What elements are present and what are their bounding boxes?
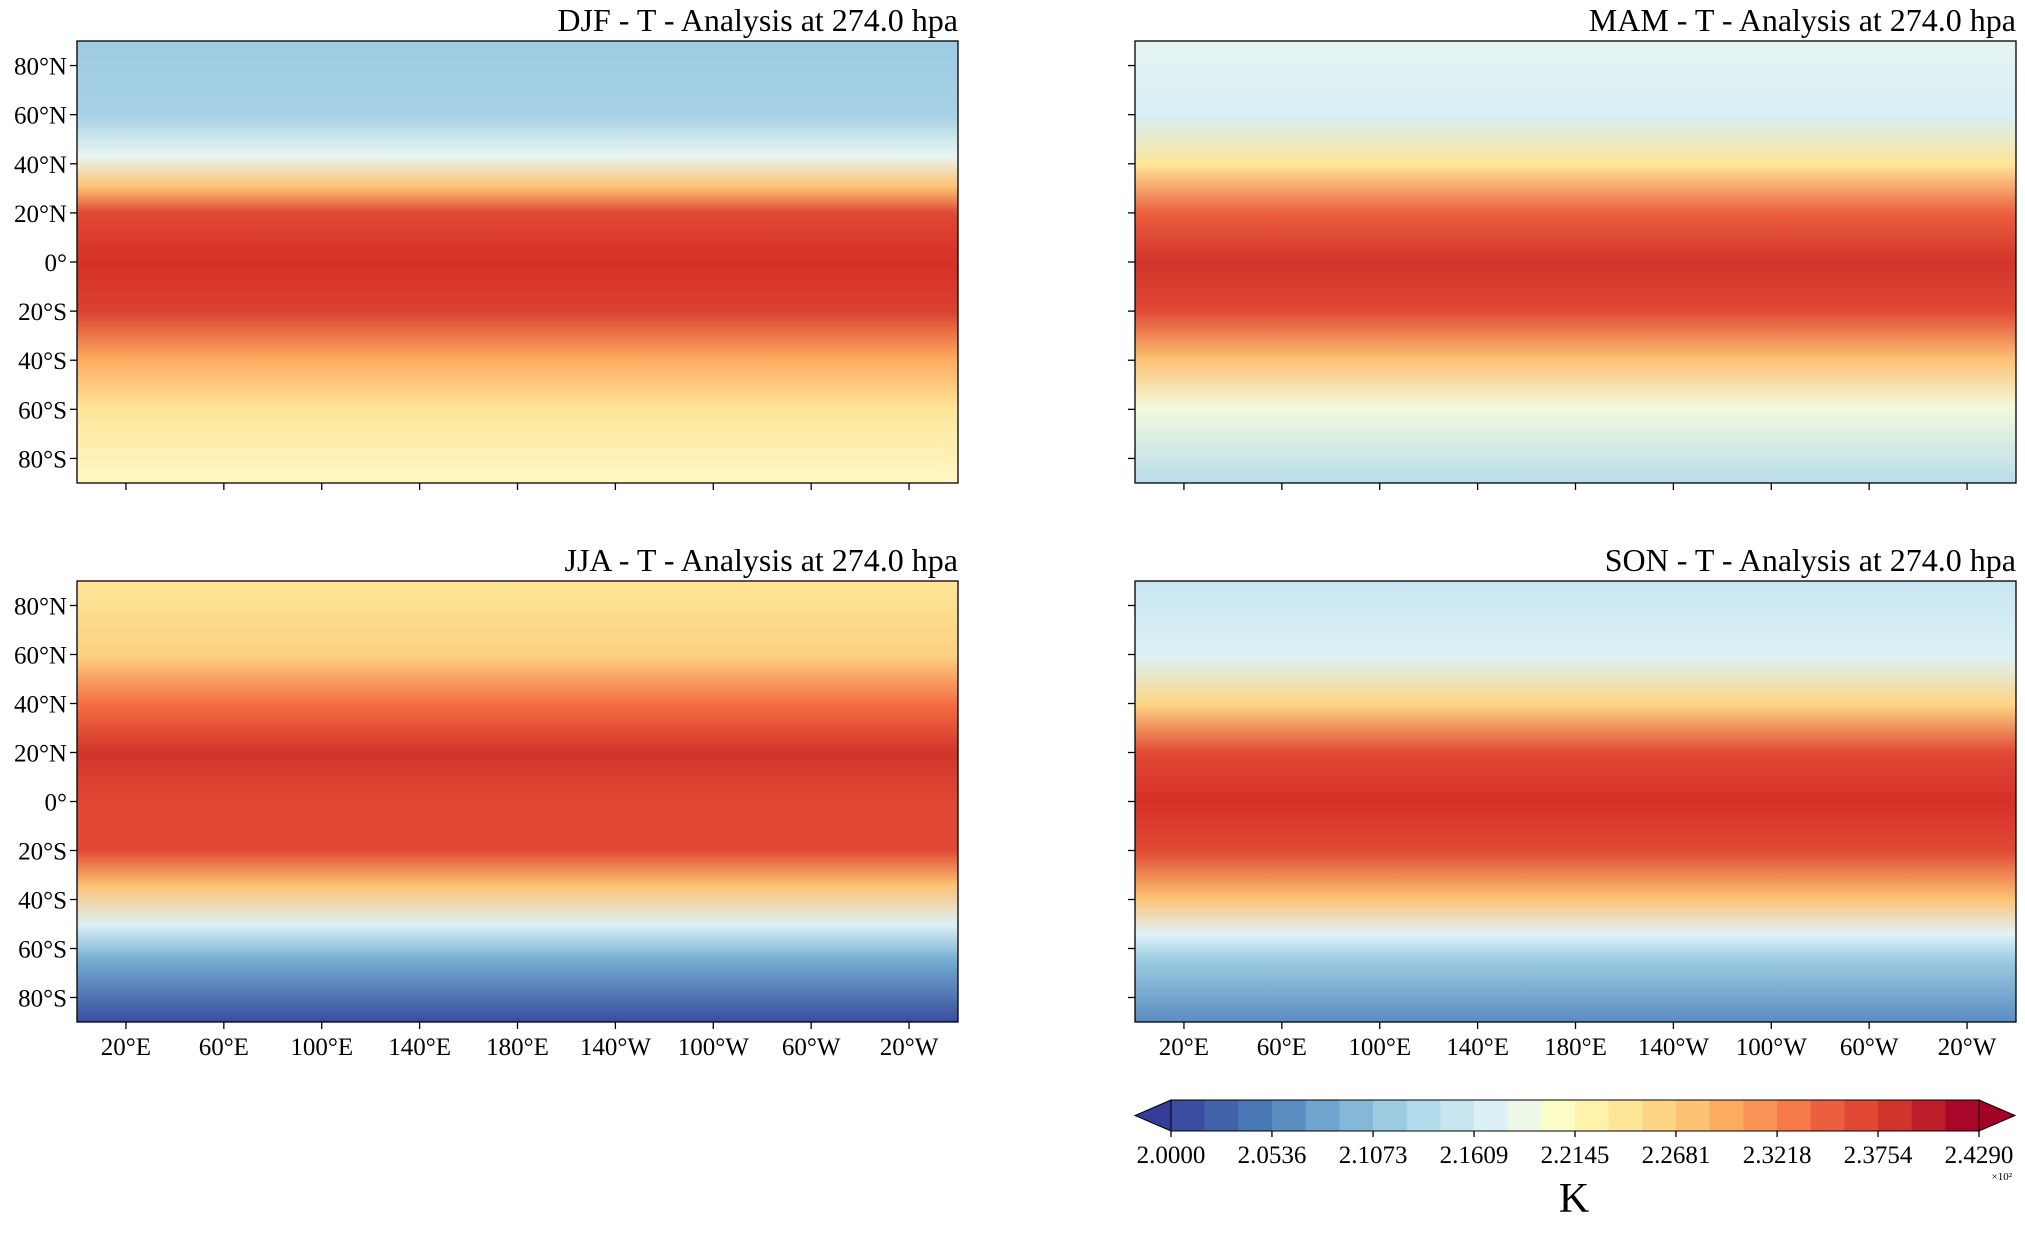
colorbar-bin: [1305, 1100, 1340, 1131]
colorbar-bin: [1844, 1100, 1879, 1131]
y-tick-label: 0°: [45, 790, 68, 817]
x-tick-label: 180°E: [486, 1034, 549, 1061]
y-tick-label: 0°: [45, 250, 68, 277]
x-tick-label: 60°E: [1257, 1034, 1307, 1061]
colorbar-bin: [1878, 1100, 1913, 1131]
x-tick-label: 180°E: [1544, 1034, 1607, 1061]
y-tick-label: 40°S: [18, 348, 67, 375]
colorbar-bin: [1575, 1100, 1610, 1131]
y-tick-label: 80°S: [18, 986, 67, 1013]
x-tick-label: 100°E: [1348, 1034, 1411, 1061]
y-tick-label: 80°N: [14, 54, 67, 81]
colorbar-bin: [1777, 1100, 1812, 1131]
x-tick-label: 140°E: [388, 1034, 451, 1061]
x-tick-label: 20°W: [880, 1034, 939, 1061]
y-tick-label: 20°S: [18, 299, 67, 326]
y-tick-label: 20°N: [14, 741, 67, 768]
y-tick-label: 60°N: [14, 643, 67, 670]
y-tick-label: 40°S: [18, 888, 67, 915]
map-panel: DJF - T - Analysis at 274.0 hpa 80°N 60°N 4…: [14, 2, 959, 490]
colorbar-tick-label: 2.3218: [1743, 1142, 1812, 1169]
x-tick-label: 140°W: [1638, 1034, 1709, 1061]
colorbar-bin: [1204, 1100, 1239, 1131]
colorbar-extend-high: [1978, 1099, 2017, 1132]
panel-title: SON - T - Analysis at 274.0 hpa: [1605, 542, 2016, 578]
colorbar-bin: [1373, 1100, 1408, 1131]
x-tick-label: 20°W: [1938, 1034, 1997, 1061]
panel-title: DJF - T - Analysis at 274.0 hpa: [557, 2, 958, 38]
x-tick-label: 60°E: [199, 1034, 249, 1061]
temperature-field: [77, 41, 958, 483]
x-tick-label: 140°E: [1446, 1034, 1509, 1061]
colorbar-bin: [1238, 1100, 1273, 1131]
x-tick-label: 100°W: [678, 1034, 749, 1061]
map-panel: SON - T - Analysis at 274.0 hpa 20°E 60°E 1…: [1128, 542, 2017, 1061]
map-panel: MAM - T - Analysis at 274.0 hpa: [1128, 2, 2017, 490]
colorbar-bin: [1339, 1100, 1374, 1131]
colorbar-bin: [1272, 1100, 1307, 1131]
y-tick-label: 20°N: [14, 201, 67, 228]
colorbar-bin: [1911, 1100, 1946, 1131]
x-tick-label: 100°E: [290, 1034, 353, 1061]
colorbar-bin: [1709, 1100, 1744, 1131]
map-panel: JJA - T - Analysis at 274.0 hpa 80°N 60°N 4…: [14, 542, 959, 1061]
y-tick-label: 60°S: [18, 937, 67, 964]
colorbar-bin: [1507, 1100, 1542, 1131]
temperature-field: [77, 581, 958, 1022]
temperature-field: [1135, 581, 2016, 1022]
colorbar-bin: [1945, 1100, 1980, 1131]
colorbar-multiplier: ×10²: [1991, 1171, 2012, 1183]
x-tick-label: 140°W: [580, 1034, 651, 1061]
x-tick-label: 60°W: [1840, 1034, 1899, 1061]
colorbar-bin: [1810, 1100, 1845, 1131]
y-tick-label: 20°S: [18, 839, 67, 866]
colorbar-bin: [1642, 1100, 1677, 1131]
colorbar-tick-label: 2.0000: [1137, 1142, 1206, 1169]
colorbar-tick-label: 2.4290: [1945, 1142, 2014, 1169]
y-tick-label: 40°N: [14, 692, 67, 719]
y-tick-label: 60°N: [14, 103, 67, 130]
temperature-field: [1135, 41, 2016, 483]
colorbar-bin: [1440, 1100, 1475, 1131]
panel-title: MAM - T - Analysis at 274.0 hpa: [1589, 2, 2016, 38]
y-tick-label: 40°N: [14, 152, 67, 179]
y-tick-label: 80°N: [14, 594, 67, 621]
colorbar-bin: [1406, 1100, 1441, 1131]
colorbar-tick-label: 2.0536: [1238, 1142, 1307, 1169]
x-tick-label: 20°E: [1159, 1034, 1209, 1061]
y-tick-label: 60°S: [18, 397, 67, 424]
colorbar-tick-label: 2.1073: [1339, 1142, 1408, 1169]
x-tick-label: 100°W: [1736, 1034, 1807, 1061]
panel-title: JJA - T - Analysis at 274.0 hpa: [565, 542, 958, 578]
colorbar-bin: [1171, 1100, 1206, 1131]
colorbar-tick-label: 2.2145: [1541, 1142, 1610, 1169]
colorbar-bin: [1608, 1100, 1643, 1131]
colorbar-tick-label: 2.3754: [1844, 1142, 1913, 1169]
colorbar-extend-low: [1133, 1099, 1172, 1132]
colorbar-tick-label: 2.1609: [1440, 1142, 1509, 1169]
colorbar-bin: [1743, 1100, 1778, 1131]
colorbar-bin: [1541, 1100, 1576, 1131]
colorbar-tick-label: 2.2681: [1642, 1142, 1711, 1169]
x-tick-label: 20°E: [101, 1034, 151, 1061]
colorbar-label: K: [1559, 1176, 1589, 1222]
colorbar-bin: [1676, 1100, 1711, 1131]
colorbar-bin: [1474, 1100, 1509, 1131]
y-tick-label: 80°S: [18, 446, 67, 473]
x-tick-label: 60°W: [782, 1034, 841, 1061]
